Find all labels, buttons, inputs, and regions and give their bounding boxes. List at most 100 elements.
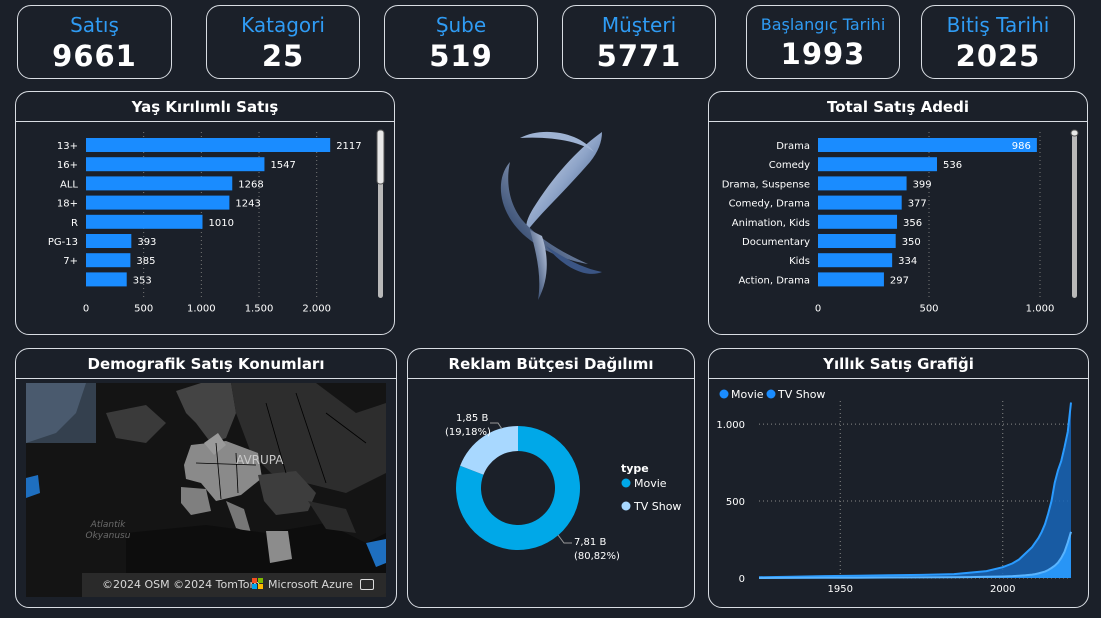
data-label: 399 — [913, 179, 932, 190]
line-movie — [758, 402, 1072, 579]
data-label: 1010 — [209, 218, 234, 229]
bar — [818, 214, 898, 229]
kpi-value: 9661 — [52, 39, 137, 73]
kpi-value: 519 — [429, 39, 493, 73]
y-tick-label: 0 — [739, 574, 745, 585]
genre-bar-chart[interactable]: 0 500 1.000 Drama 986 Comedy 536 Drama, Suspens… — [709, 122, 1087, 334]
data-label: 350 — [902, 237, 921, 248]
kpi-label: Satış — [70, 13, 119, 37]
category-label: Documentary — [742, 237, 810, 248]
category-label: Comedy, Drama — [729, 199, 810, 210]
x-tick-label: 1.000 — [1026, 304, 1055, 315]
category-label: 16+ — [57, 160, 78, 171]
category-label: Comedy — [769, 160, 810, 171]
legend-marker — [719, 389, 729, 399]
legend-label: TV Show — [633, 500, 681, 513]
bar — [818, 234, 896, 248]
kpi-card-sales: Satış 9661 — [17, 5, 172, 79]
category-label: ALL — [60, 179, 78, 190]
leader-line — [557, 534, 572, 544]
kpi-card-branch: Şube 519 — [384, 5, 538, 79]
data-label: 536 — [943, 160, 962, 171]
brand-logo — [500, 131, 602, 300]
panel-title: Yıllık Satış Grafiği — [709, 349, 1088, 379]
category-label: Drama — [776, 141, 810, 152]
x-tick-label: 1.500 — [245, 304, 274, 315]
kpi-card-start-date: Başlangıç Tarihi 1993 — [746, 5, 900, 79]
data-label-pct: (19,18%) — [445, 427, 491, 438]
bar — [86, 157, 265, 172]
data-label: 1547 — [270, 160, 295, 171]
category-label: Action, Drama — [739, 275, 810, 286]
map-provider: Microsoft Azure — [252, 573, 353, 597]
bar — [86, 138, 331, 152]
x-tick-label: 0 — [815, 304, 821, 315]
kpi-card-customer: Müşteri 5771 — [562, 5, 716, 79]
scrollbar-track — [1072, 130, 1077, 298]
age-bar-chart[interactable]: 0 500 1.000 1.500 2.000 13+ 2117 16+ 1547 ALL 1268… — [16, 122, 394, 334]
map-panel: Demografik Satış Konumları AVRUPA Atlant… — [15, 348, 397, 608]
kpi-label: Başlangıç Tarihi — [760, 15, 886, 34]
data-label: 334 — [898, 256, 917, 267]
bar — [818, 157, 937, 172]
x-tick-label: 2.000 — [302, 304, 331, 315]
y-tick-label: 500 — [726, 497, 745, 508]
panel-title: Total Satış Adedi — [709, 92, 1087, 122]
map-view[interactable]: AVRUPA Atlantik Okyanusu ©2024 OSM ©2024… — [26, 383, 386, 597]
map-region-label: AVRUPA — [236, 453, 284, 467]
bar — [86, 214, 203, 229]
budget-donut-chart[interactable]: 1,85 B (19,18%) 7,81 B (80,82%) type Movie TV … — [408, 379, 694, 607]
data-label: 385 — [136, 256, 155, 267]
legend-marker — [766, 389, 776, 399]
kpi-label: Katagori — [241, 13, 325, 37]
kpi-value: 25 — [261, 39, 305, 73]
kpi-card-category: Katagori 25 — [206, 5, 360, 79]
kpi-value: 1993 — [780, 37, 866, 71]
data-label-pct: (80,82%) — [574, 551, 620, 562]
x-tick-label: 500 — [919, 304, 938, 315]
map-ocean-label: Atlantik Okyanusu — [85, 520, 131, 541]
legend-title: type — [621, 462, 649, 475]
data-label: 353 — [133, 275, 152, 286]
legend-label: Movie — [634, 477, 667, 490]
x-tick-label: 500 — [134, 304, 153, 315]
donut-slice — [460, 426, 518, 475]
category-label: Drama, Suspense — [722, 179, 810, 190]
category-label: R — [71, 218, 78, 229]
category-label: 13+ — [57, 141, 78, 152]
scrollbar-thumb — [376, 129, 385, 185]
panel-title: Reklam Bütçesi Dağılımı — [408, 349, 694, 379]
bar — [86, 176, 233, 191]
feedback-icon[interactable] — [360, 579, 374, 590]
panel-title: Yaş Kırılımlı Satış — [16, 92, 394, 122]
legend-marker — [621, 478, 631, 488]
bar — [86, 195, 230, 210]
area-movie — [759, 402, 1071, 578]
x-tick-label: 0 — [83, 304, 89, 315]
budget-panel: Reklam Bütçesi Dağılımı 1,85 B (19,18%) 7,… — [407, 348, 695, 608]
kpi-value: 5771 — [596, 39, 682, 73]
map-shapes — [26, 383, 386, 597]
scrollbar-thumb — [1070, 129, 1079, 137]
data-label: 986 — [1012, 141, 1031, 152]
category-label: Kids — [789, 256, 810, 267]
bar — [818, 253, 893, 268]
data-label: 1268 — [238, 179, 263, 190]
data-label: 1243 — [235, 199, 260, 210]
yearly-panel: Yıllık Satış Grafiği Movie TV Show 0 500 1.0… — [708, 348, 1089, 608]
map-attribution: ©2024 OSM ©2024 TomTom — [102, 578, 261, 591]
data-label: 2117 — [336, 141, 361, 152]
data-label: 393 — [137, 237, 156, 248]
data-label: 297 — [890, 275, 909, 286]
legend-label: TV Show — [777, 388, 825, 401]
data-label: 356 — [903, 218, 922, 229]
line-tv-show — [758, 531, 1072, 579]
microsoft-logo-icon — [252, 578, 264, 590]
yearly-area-chart[interactable]: Movie TV Show 0 500 1.000 1950 2000 — [709, 379, 1088, 607]
legend-marker — [621, 501, 631, 511]
bar — [818, 272, 884, 287]
genre-sales-panel: Total Satış Adedi 0 500 1.000 Drama 986 Comed… — [708, 91, 1088, 335]
x-tick-label: 2000 — [990, 584, 1015, 595]
panel-title: Demografik Satış Konumları — [16, 349, 396, 379]
y-tick-label: 1.000 — [716, 420, 745, 431]
